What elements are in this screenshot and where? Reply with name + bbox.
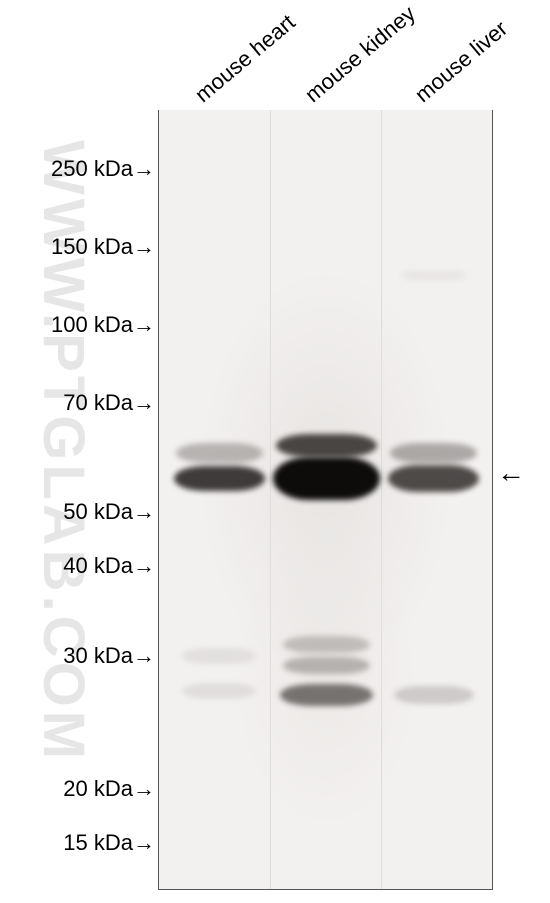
lane-labels-group: mouse heartmouse kidneymouse liver [0,0,550,110]
protein-band [176,443,263,463]
protein-band [283,657,370,674]
protein-band [174,466,264,491]
protein-band [276,434,377,457]
mw-marker-label: 30 kDa→ [63,643,155,669]
protein-band [390,443,477,463]
target-band-arrow-icon: ← [497,457,525,489]
mw-marker-label: 100 kDa→ [51,312,155,338]
protein-band [280,684,374,706]
mw-marker-label: 20 kDa→ [63,776,155,802]
mw-marker-label: 150 kDa→ [51,234,155,260]
protein-band [388,465,478,492]
mw-marker-label: 50 kDa→ [63,499,155,525]
protein-band [182,648,256,664]
mw-marker-label: 250 kDa→ [51,156,155,182]
protein-band [283,636,370,653]
mw-marker-label: 70 kDa→ [63,390,155,416]
lane-separator [270,110,271,889]
mw-marker-label: 15 kDa→ [63,830,155,856]
lane-label: mouse liver [410,16,496,88]
protein-band [394,686,474,703]
blot-figure: WWW.PTGLAB.COM mouse heartmouse kidneymo… [0,0,550,903]
mw-marker-label: 40 kDa→ [63,553,155,579]
blot-membrane [158,110,493,890]
lane-label: mouse heart [190,9,284,88]
lane-separator [381,110,382,889]
marker-labels-group: 250 kDa→ 150 kDa→ 100 kDa→ 70 kDa→ 50 kDa→ 40… [0,110,155,890]
lane-label: mouse kidney [300,1,404,88]
protein-band [273,457,380,500]
protein-band [400,270,467,282]
protein-band [182,683,256,699]
